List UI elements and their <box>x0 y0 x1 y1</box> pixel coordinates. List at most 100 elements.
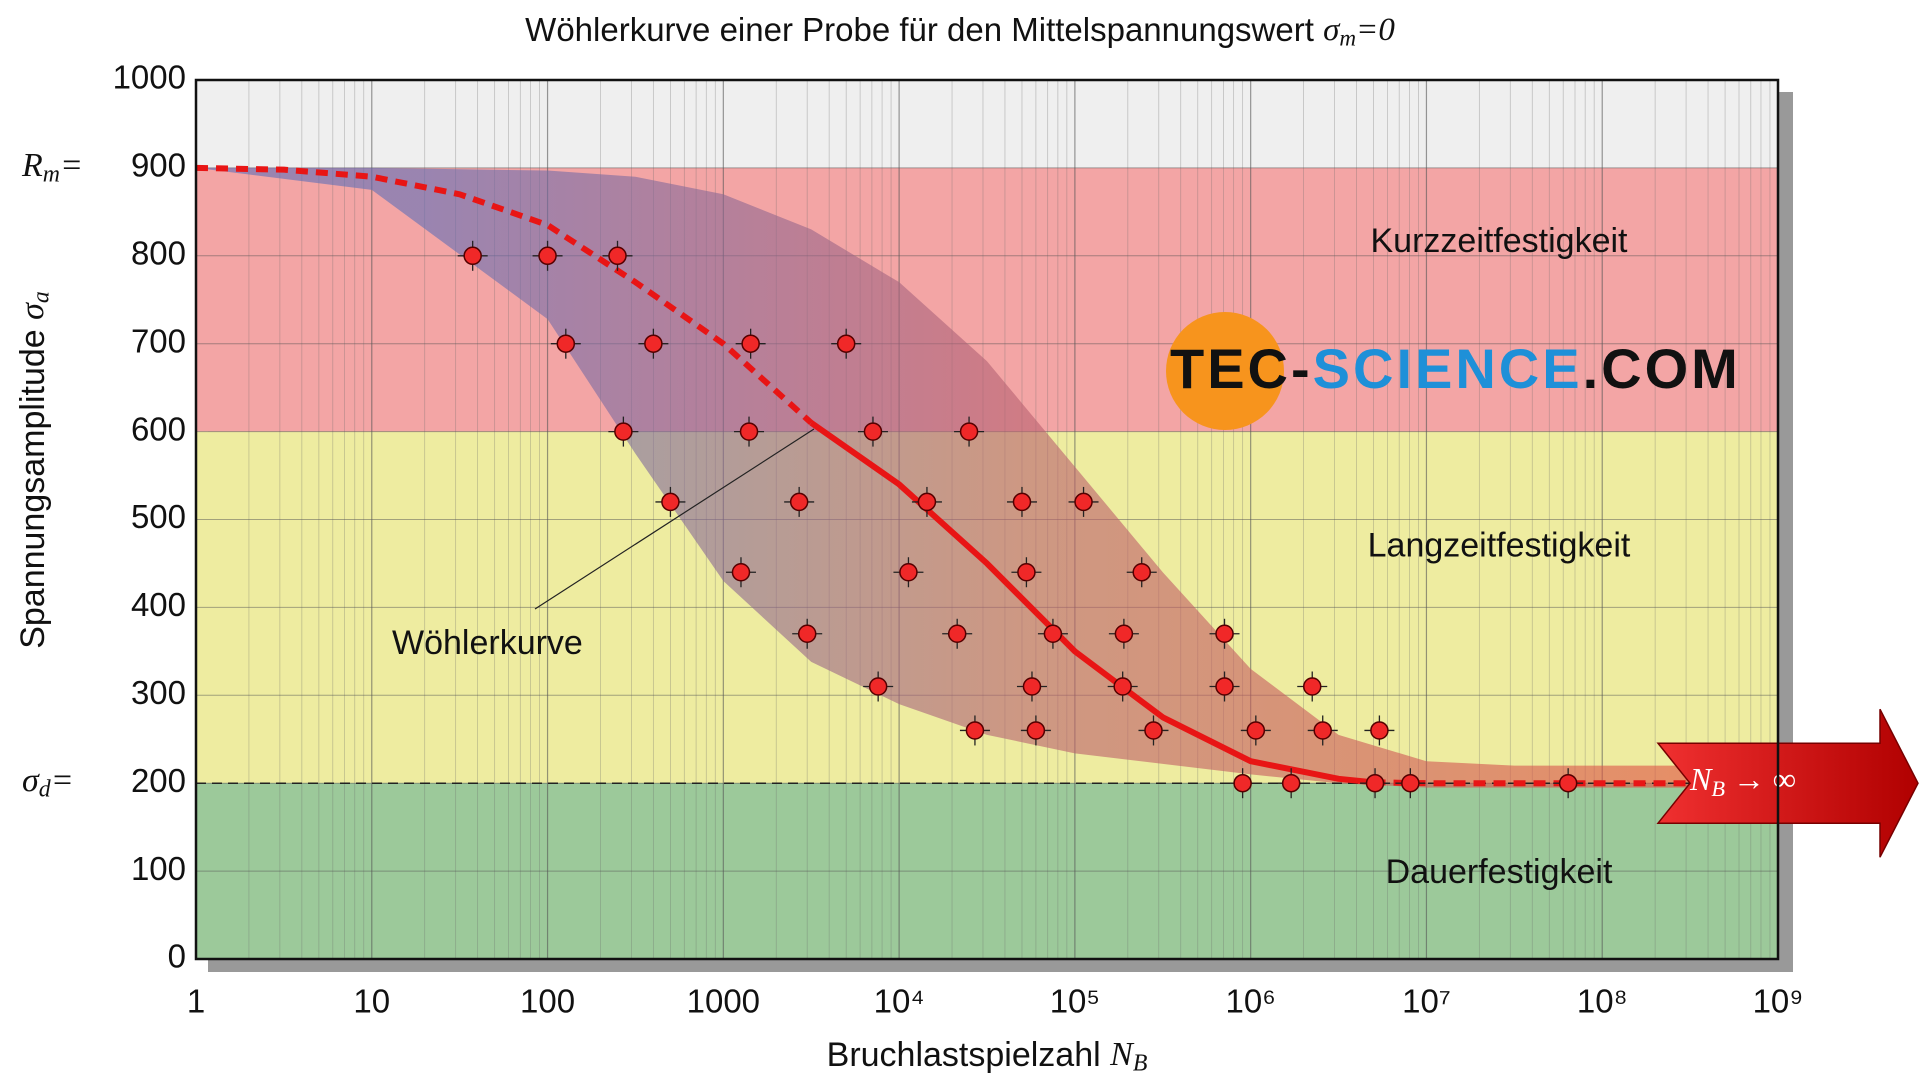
chart-title: Wöhlerkurve einer Probe für den Mittelsp… <box>525 11 1395 51</box>
x-axis-label-sub: B <box>1133 1051 1148 1077</box>
infinity-arrow <box>1656 708 1919 858</box>
data-point <box>1113 677 1132 696</box>
chart-title-suffix: =0 <box>1356 12 1395 48</box>
chart-title-sub: m <box>1339 25 1356 51</box>
x-axis-label: Bruchlastspielzahl NB <box>827 1036 1148 1077</box>
logo-part: .COM <box>1583 337 1741 400</box>
x-tick-label: 1000 <box>687 983 760 1020</box>
data-point <box>863 422 883 441</box>
data-point <box>731 562 751 582</box>
data-point <box>608 246 627 266</box>
data-point <box>1215 624 1234 644</box>
y-tick-label: 400 <box>131 586 186 623</box>
data-point <box>556 334 576 353</box>
annotation-leader <box>534 428 815 610</box>
curve-annotation: Wöhlerkurve <box>392 624 583 662</box>
x-tick-label: 10 <box>353 983 390 1020</box>
data-point <box>1022 677 1042 696</box>
logo: TEC-SCIENCE.COM <box>1170 337 1741 400</box>
data-point <box>741 334 760 353</box>
x-tick-label: 10⁶ <box>1226 983 1276 1020</box>
data-point <box>1313 721 1332 740</box>
level-label: σd= <box>22 762 74 803</box>
scatter-band <box>196 167 1691 788</box>
y-axis-label: Spannungsamplitude σa <box>14 291 55 649</box>
y-tick-label: 100 <box>131 850 186 887</box>
data-point <box>661 492 680 512</box>
y-tick-label: 200 <box>131 762 186 799</box>
data-point <box>1281 773 1301 793</box>
chart-title-text: Wöhlerkurve einer Probe für den Mittelsp… <box>525 11 1323 48</box>
y-tick-label: 800 <box>131 235 186 272</box>
data-point <box>463 246 482 266</box>
data-point <box>797 624 817 644</box>
x-axis-label-text: Bruchlastspielzahl <box>827 1036 1110 1074</box>
level-label-suffix: = <box>60 147 83 184</box>
data-point <box>947 624 967 644</box>
region-label: Langzeitfestigkeit <box>1368 526 1631 564</box>
logo-part: TEC- <box>1170 337 1313 400</box>
logo-part: SCIENCE <box>1313 337 1583 400</box>
y-tick-label: 600 <box>131 410 186 447</box>
x-tick-label: 10⁵ <box>1050 983 1100 1020</box>
data-point <box>959 422 979 441</box>
x-tick-label: 10⁴ <box>874 983 925 1020</box>
y-axis-label-symbol: σ <box>14 302 51 320</box>
arrow-label: NB → ∞ <box>1689 762 1796 802</box>
chart-title-symbol: σ <box>1323 12 1341 48</box>
arrow-label-symbol: N <box>1689 762 1713 798</box>
y-tick-label: 300 <box>131 674 186 711</box>
y-tick-label: 500 <box>131 498 186 535</box>
data-point <box>644 334 663 353</box>
data-point <box>1012 492 1032 512</box>
data-point <box>1246 721 1266 740</box>
y-tick-label: 700 <box>131 322 186 359</box>
data-point <box>1017 562 1036 582</box>
region <box>196 80 1778 168</box>
region-label: Dauerfestigkeit <box>1386 853 1613 891</box>
data-point <box>1132 562 1151 582</box>
x-tick-label: 1 <box>187 983 205 1020</box>
x-tick-label: 10⁹ <box>1753 983 1804 1020</box>
x-tick-label: 10⁸ <box>1577 983 1628 1020</box>
data-point <box>614 422 633 441</box>
logo-circle <box>1166 312 1284 430</box>
level-label-suffix: = <box>51 762 74 799</box>
data-point <box>538 246 557 266</box>
data-point <box>789 492 809 512</box>
data-point <box>1114 624 1134 644</box>
data-point <box>899 562 918 582</box>
data-point <box>1302 677 1322 696</box>
data-point <box>1074 492 1093 512</box>
y-tick-label: 0 <box>168 938 186 975</box>
level-label-symbol: σ <box>22 762 40 799</box>
data-point <box>1401 773 1420 793</box>
data-point <box>1026 721 1046 740</box>
data-point <box>1558 773 1578 793</box>
data-point <box>868 677 888 696</box>
data-point <box>1233 773 1252 793</box>
data-point <box>917 492 937 512</box>
data-point <box>965 721 985 740</box>
level-label-sub: m <box>43 162 60 188</box>
x-tick-label: 100 <box>520 983 575 1020</box>
level-label: Rm= <box>21 147 83 188</box>
data-point <box>836 334 856 353</box>
level-label-symbol: R <box>21 147 43 184</box>
x-axis-label-symbol: N <box>1109 1036 1135 1073</box>
y-axis-label-text: Spannungsamplitude <box>14 320 52 649</box>
data-point <box>1144 721 1163 740</box>
arrow-label-sub: B <box>1711 776 1725 801</box>
arrow-label-suffix: → ∞ <box>1725 762 1796 798</box>
data-point <box>1365 773 1385 793</box>
level-label-sub: d <box>39 777 51 803</box>
data-point <box>1215 677 1234 696</box>
y-tick-label: 1000 <box>113 59 186 96</box>
data-point <box>1043 624 1063 644</box>
x-tick-label: 10⁷ <box>1402 983 1451 1020</box>
y-axis-label-sub: a <box>29 291 55 303</box>
region-label: Kurzzeitfestigkeit <box>1371 222 1629 260</box>
y-tick-label: 900 <box>131 147 186 184</box>
plot-frame <box>194 78 1780 961</box>
